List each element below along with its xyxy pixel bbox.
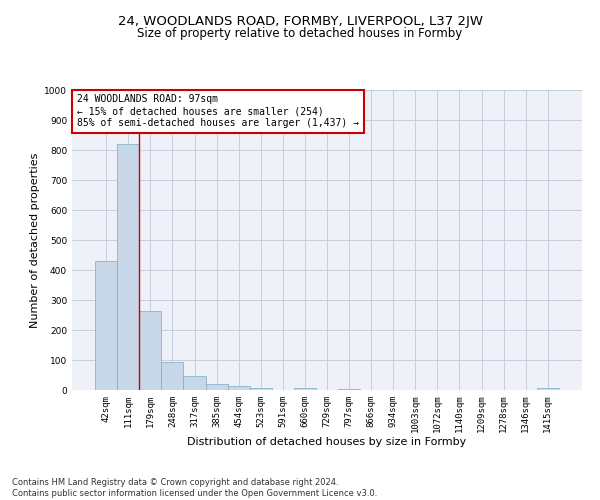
- Bar: [117, 144, 139, 390]
- Bar: [95, 261, 117, 390]
- Bar: [294, 388, 316, 390]
- Bar: [227, 386, 250, 390]
- Text: Contains HM Land Registry data © Crown copyright and database right 2024.
Contai: Contains HM Land Registry data © Crown c…: [12, 478, 377, 498]
- Bar: [537, 388, 559, 390]
- Text: 24 WOODLANDS ROAD: 97sqm
← 15% of detached houses are smaller (254)
85% of semi-: 24 WOODLANDS ROAD: 97sqm ← 15% of detach…: [77, 94, 359, 128]
- Text: 24, WOODLANDS ROAD, FORMBY, LIVERPOOL, L37 2JW: 24, WOODLANDS ROAD, FORMBY, LIVERPOOL, L…: [118, 15, 482, 28]
- Y-axis label: Number of detached properties: Number of detached properties: [30, 152, 40, 328]
- Bar: [139, 310, 161, 390]
- Bar: [184, 376, 206, 390]
- Bar: [338, 388, 360, 390]
- X-axis label: Distribution of detached houses by size in Formby: Distribution of detached houses by size …: [187, 436, 467, 446]
- Bar: [206, 384, 227, 390]
- Bar: [250, 388, 272, 390]
- Bar: [161, 362, 184, 390]
- Text: Size of property relative to detached houses in Formby: Size of property relative to detached ho…: [137, 28, 463, 40]
